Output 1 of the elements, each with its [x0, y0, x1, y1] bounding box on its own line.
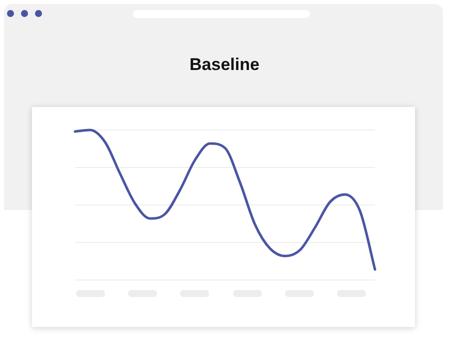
chart-title: Baseline	[188, 55, 260, 75]
